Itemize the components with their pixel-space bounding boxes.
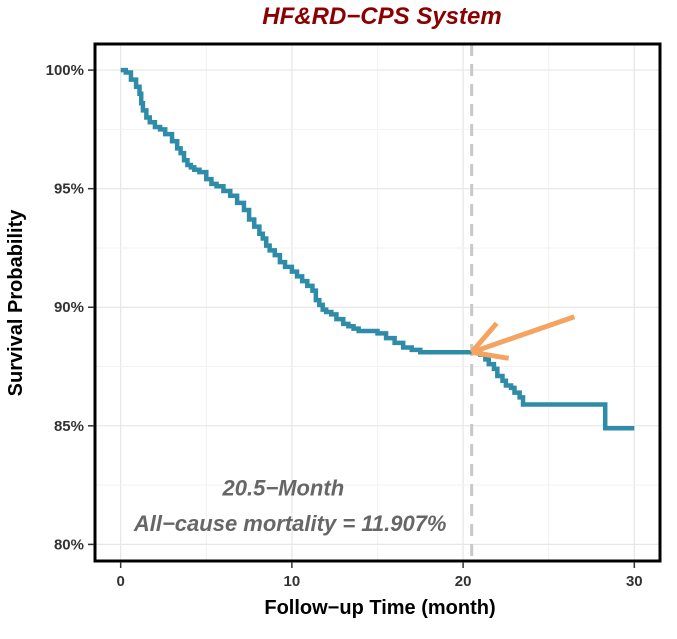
y-tick-label: 95% [54, 181, 84, 198]
x-tick-label: 20 [455, 573, 472, 590]
y-tick-label: 85% [54, 418, 84, 435]
x-tick-label: 30 [626, 573, 643, 590]
panel-border [93, 42, 662, 563]
y-tick-label: 100% [46, 62, 84, 79]
arrow-annotation [469, 314, 576, 361]
y-tick-label: 90% [54, 299, 84, 316]
x-axis-ticks: 0 10 20 30 [117, 562, 643, 590]
plot-panel: 20.5−Month All−cause mortality = 11.907% [93, 42, 662, 563]
chart-title: HF&RD−CPS System [262, 3, 501, 30]
y-axis-title: Survival Probability [5, 209, 27, 397]
annotation-mortality: All−cause mortality = 11.907% [133, 511, 447, 536]
gridlines [95, 44, 660, 561]
survival-curve [120, 67, 635, 431]
arrow-head-lower [471, 349, 510, 361]
y-tick-label: 80% [54, 536, 84, 553]
x-tick-label: 10 [284, 573, 301, 590]
x-tick-label: 0 [117, 573, 125, 590]
x-axis-title: Follow−up Time (month) [264, 597, 495, 619]
annotation-month: 20.5−Month [222, 475, 345, 500]
y-axis-ticks: 80% 85% 90% 95% 100% [46, 62, 94, 553]
arrow-shaft [470, 314, 576, 355]
arrow-head-upper [469, 321, 499, 354]
